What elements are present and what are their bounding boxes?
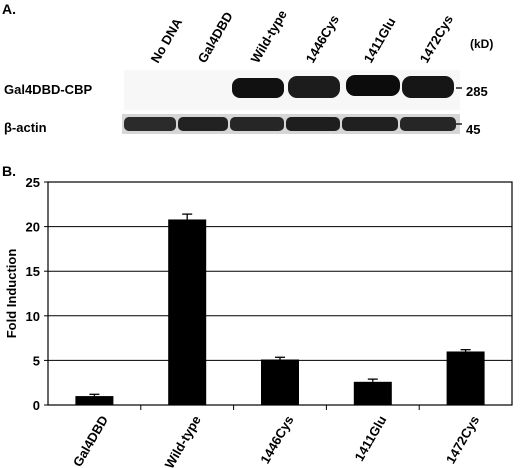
y-tick-label: 15 [26,264,40,279]
lane-label: Gal4DBD [195,9,236,65]
lane-label: 1446Cys [303,12,342,65]
blot-band [288,76,340,98]
row-label-gal4dbd-cbp: Gal4DBD-CBP [4,82,92,97]
marker-285: 285 [466,84,488,99]
blot-band [400,117,456,131]
blot-band [402,76,454,98]
x-tick-label: 1446Cys [257,413,296,466]
y-axis-label: Fold Induction [4,249,19,339]
blot-band [286,117,340,131]
bar-chart: 0 5 10 15 20 25 Fold Induction Gal4DBD Wild-type… [4,175,513,468]
blot-beta-actin [122,114,460,134]
y-tick-label: 5 [33,353,40,368]
blot-band [124,117,176,131]
x-tick-label: Wild-type [162,413,204,468]
y-tick-label: 25 [26,175,40,190]
x-tick-label: 1411Glu [351,413,389,464]
lane-labels: No DNA Gal4DBD Wild-type 1446Cys 1411Glu… [148,7,456,65]
blot-gal4dbd-cbp [124,70,460,110]
lane-label: 1411Glu [361,15,399,66]
y-tick-label: 10 [26,309,40,324]
y-tick-label: 0 [33,398,40,413]
x-tick-label: Gal4DBD [70,413,111,468]
bar [446,351,485,405]
panel-b-label: B. [2,163,16,179]
lane-label: No DNA [148,15,186,66]
blot-band [232,78,284,98]
bar [353,381,392,405]
blot-band [342,117,398,131]
x-tick-label: 1472Cys [443,413,482,466]
blot-band [346,75,400,96]
blot-band [178,117,228,131]
bar [261,359,299,405]
marker-45: 45 [466,122,480,137]
lane-label: Wild-type [248,7,290,65]
panel-a-label: A. [2,1,16,17]
kd-unit-label: (kD) [470,37,493,51]
row-label-beta-actin: β-actin [4,120,47,135]
bar [168,219,207,405]
y-tick-label: 20 [26,220,40,235]
blot-band [230,117,284,131]
lane-label: 1472Cys [417,12,456,65]
bar [75,396,114,405]
